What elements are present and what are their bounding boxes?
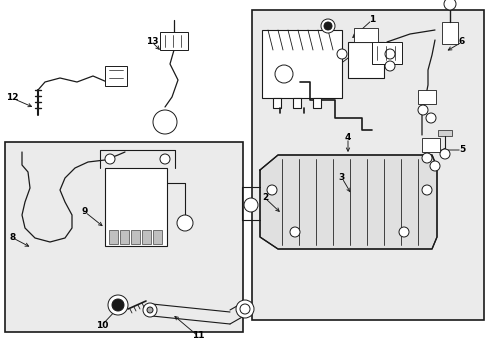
Circle shape xyxy=(266,185,276,195)
Circle shape xyxy=(398,227,408,237)
Circle shape xyxy=(417,105,427,115)
Circle shape xyxy=(421,153,431,163)
Circle shape xyxy=(105,154,115,164)
Circle shape xyxy=(274,65,292,83)
Circle shape xyxy=(336,49,346,59)
Bar xyxy=(421,138,439,152)
Bar xyxy=(371,42,401,64)
Circle shape xyxy=(142,303,157,317)
Bar xyxy=(131,230,140,244)
Circle shape xyxy=(384,49,394,59)
Text: 1: 1 xyxy=(368,15,374,24)
Circle shape xyxy=(289,227,299,237)
Bar xyxy=(417,90,435,104)
Bar xyxy=(353,28,377,42)
Circle shape xyxy=(439,149,449,159)
Circle shape xyxy=(384,61,394,71)
Text: 9: 9 xyxy=(81,207,88,216)
Bar xyxy=(292,98,301,108)
Text: 8: 8 xyxy=(10,234,16,243)
Bar xyxy=(5,142,243,332)
Circle shape xyxy=(324,22,331,30)
Text: 3: 3 xyxy=(338,174,345,183)
Bar xyxy=(437,130,451,136)
Circle shape xyxy=(240,304,249,314)
Bar xyxy=(347,42,383,78)
Text: 4: 4 xyxy=(344,134,350,143)
Bar xyxy=(142,230,151,244)
Text: 7: 7 xyxy=(348,50,354,59)
Bar xyxy=(109,230,118,244)
Bar xyxy=(441,22,457,44)
Bar xyxy=(160,32,187,50)
Circle shape xyxy=(112,299,124,311)
Bar xyxy=(262,30,341,98)
Circle shape xyxy=(160,154,170,164)
Polygon shape xyxy=(260,155,436,249)
Bar xyxy=(105,66,127,86)
Circle shape xyxy=(425,113,435,123)
Text: 12: 12 xyxy=(6,94,18,103)
Circle shape xyxy=(236,300,253,318)
Circle shape xyxy=(177,215,193,231)
Bar xyxy=(153,230,162,244)
Circle shape xyxy=(147,307,153,313)
Circle shape xyxy=(244,198,258,212)
Text: 10: 10 xyxy=(96,320,108,329)
Circle shape xyxy=(429,161,439,171)
Text: 2: 2 xyxy=(262,194,267,202)
Text: 5: 5 xyxy=(458,145,464,154)
Text: 13: 13 xyxy=(145,37,158,46)
Text: 6: 6 xyxy=(458,37,464,46)
Bar xyxy=(272,98,281,108)
Circle shape xyxy=(421,185,431,195)
Bar xyxy=(105,168,167,246)
Circle shape xyxy=(320,19,334,33)
Text: 11: 11 xyxy=(191,332,204,341)
Bar xyxy=(312,98,320,108)
Bar xyxy=(251,10,483,320)
Bar xyxy=(120,230,129,244)
Circle shape xyxy=(443,0,455,10)
Circle shape xyxy=(108,295,128,315)
